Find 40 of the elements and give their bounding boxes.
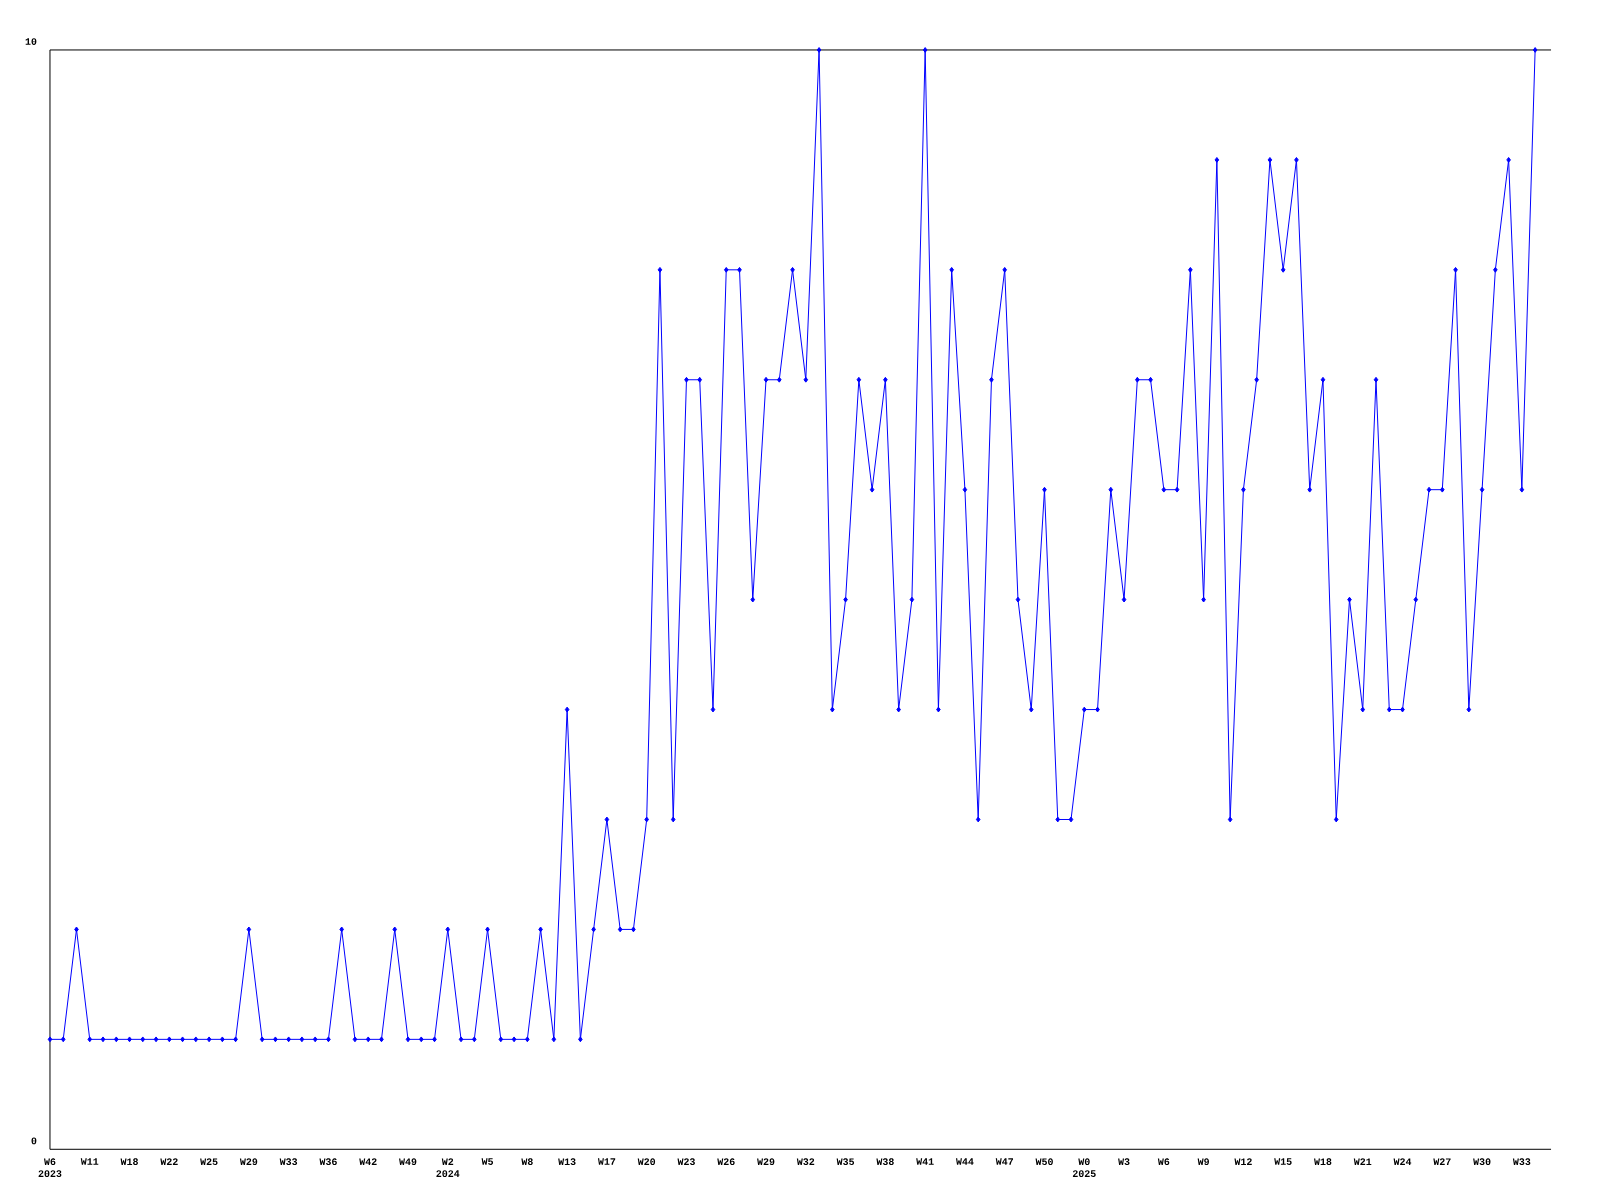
x-tick-label: W17 [597,1158,616,1165]
y-tick-label: 10 [25,38,37,45]
x-tick-label: W5 [481,1158,494,1165]
x-tick-label: W13 [558,1158,576,1165]
x-tick-label: W32 [796,1158,815,1165]
x-tick-label: W42 [359,1158,377,1165]
x-tick-label: W36 [319,1158,337,1165]
x-tick-label: W30 [1473,1158,1491,1165]
x-tick-label: W50 [1035,1158,1053,1165]
x-tick-label: W29 [239,1158,258,1165]
x-tick-label: W38 [876,1158,894,1165]
x-tick-label: W20 [637,1158,656,1165]
x-tick-label: W2 2024 [436,1158,460,1177]
x-tick-label: W12 [1234,1158,1252,1165]
x-tick-label: W33 [279,1158,298,1165]
x-tick-label: W9 [1197,1158,1209,1165]
x-tick-label: W25 [200,1158,218,1165]
x-tick-label: W0 2025 [1072,1158,1096,1177]
x-tick-label: W35 [836,1158,855,1165]
x-tick-label: W29 [757,1158,775,1165]
x-tick-label: W6 [1157,1158,1170,1165]
x-tick-label: W26 [717,1158,735,1165]
x-tick-label: W44 [955,1158,974,1165]
x-tick-label: W47 [995,1158,1014,1165]
x-tick-label: W6 2023 [38,1158,62,1177]
x-tick-label: W24 [1393,1158,1412,1165]
x-tick-label: W3 [1118,1158,1130,1165]
x-tick-label: W33 [1512,1158,1531,1165]
x-tick-label: W22 [160,1158,178,1165]
x-tick-label: W21 [1353,1158,1372,1165]
x-tick-label: W23 [677,1158,695,1165]
x-tick-label: W15 [1274,1158,1292,1165]
x-tick-label: W18 [1314,1158,1332,1165]
x-tick-label: W49 [399,1158,417,1165]
x-tick-label: W8 [521,1158,533,1165]
x-tick-label: W27 [1433,1158,1451,1165]
y-tick-label: 0 [31,1137,37,1145]
x-tick-label: W18 [120,1158,138,1165]
x-tick-label: W11 [80,1158,99,1165]
x-tick-label: W41 [916,1158,934,1165]
